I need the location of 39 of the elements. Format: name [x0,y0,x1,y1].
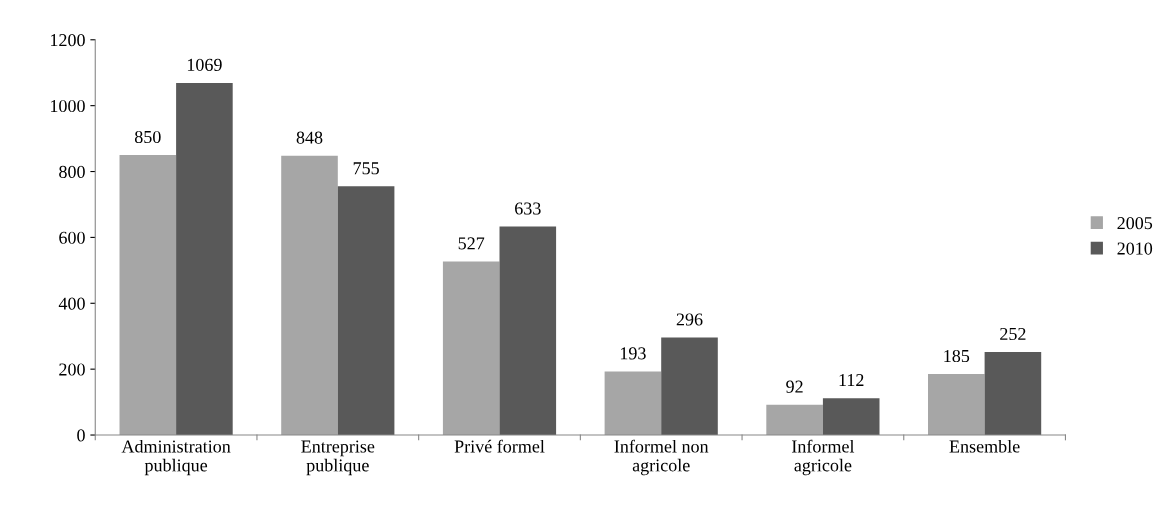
data-label: 1069 [187,58,222,71]
bar [281,155,338,436]
x-tick-label: Ensemble [949,439,1020,453]
bar [822,398,880,436]
data-label: 527 [458,237,485,250]
legend-label: 2005 [1117,217,1153,230]
data-label: 112 [839,374,864,386]
bar [119,155,177,436]
y-tick-label: 0 [77,429,85,442]
data-label: 296 [676,313,703,326]
data-label: 185 [944,349,970,363]
bar [499,226,557,436]
bar [176,82,233,436]
x-tick-label: Privé formel [454,439,545,453]
legend-label: 2010 [1117,242,1153,255]
bar [928,374,985,436]
y-tick-label: 800 [59,165,85,178]
data-label: 850 [134,130,161,144]
x-tick-label: Informel agricole [791,439,855,476]
data-label: 193 [620,347,646,360]
x-tick-label: Informel non agricole [614,439,709,476]
data-label: 252 [1000,327,1026,341]
bar [442,261,500,436]
y-tick-label: 400 [58,297,85,310]
bar [661,337,718,436]
bar [766,404,823,436]
data-label: 92 [786,380,803,393]
y-tick-label: 1200 [51,34,85,47]
bar [337,186,395,436]
data-label: 848 [296,131,323,144]
x-tick-label: Administration publique [121,439,231,476]
data-label: 755 [353,162,379,175]
x-tick-label: Entreprise publique [301,440,375,476]
bar [984,352,1042,436]
y-tick-label: 1000 [51,99,85,113]
y-tick-label: 200 [59,363,85,376]
y-tick-label: 600 [59,231,85,244]
data-label: 633 [515,202,541,215]
bar [604,371,662,436]
